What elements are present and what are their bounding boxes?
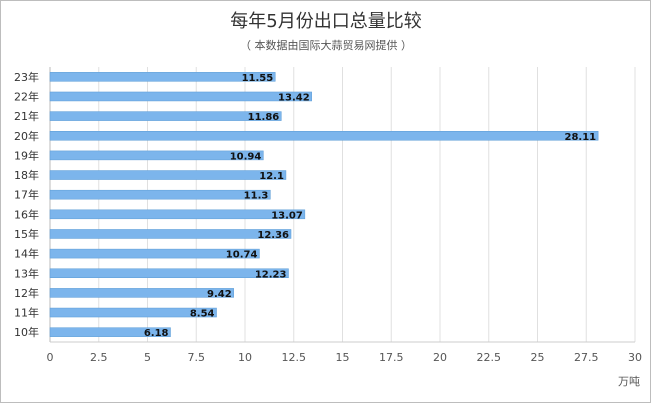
category-label: 17年	[14, 188, 39, 202]
x-tick-label: 17.5	[379, 351, 404, 364]
chart-title: 每年5月份出口总量比较	[230, 11, 421, 32]
x-tick-label: 10	[238, 351, 252, 364]
category-label: 20年	[14, 129, 39, 143]
x-tick-label: 30	[628, 351, 642, 364]
x-tick-label: 27.5	[574, 351, 599, 364]
bar	[49, 189, 271, 200]
data-label: 10.74	[226, 250, 258, 261]
data-label: 11.86	[248, 112, 280, 123]
x-tick-label: 0	[47, 351, 54, 364]
bar	[49, 91, 312, 102]
bars	[49, 72, 599, 337]
data-label: 13.07	[271, 210, 303, 221]
x-tick-labels: 0 2.5 5 7.5 10 12.5 15 17.5 20 22.5 25 27.5 30	[47, 351, 643, 364]
data-labels: 11.55 13.42 11.86 28.11 10.94 12.1 11.313.07 12…	[144, 73, 596, 339]
data-label: 11.55	[242, 73, 274, 84]
bar	[49, 131, 599, 141]
data-label: 6.18	[144, 328, 169, 339]
category-label: 11年	[14, 306, 39, 320]
category-label: 23年	[14, 70, 39, 84]
data-label: 9.42	[207, 289, 232, 300]
x-tick-label: 7.5	[188, 351, 206, 364]
data-label: 8.54	[190, 309, 215, 320]
category-label: 18年	[14, 168, 39, 182]
category-label: 15年	[14, 227, 39, 241]
x-tick-label: 5	[144, 351, 151, 364]
bar	[49, 288, 234, 298]
data-label: 12.36	[257, 230, 289, 241]
x-tick-label: 25	[531, 351, 545, 364]
x-tick-label: 2.5	[90, 351, 108, 364]
bar	[49, 229, 292, 239]
bar	[49, 248, 260, 259]
data-label: 12.23	[255, 269, 287, 280]
bar	[49, 150, 264, 161]
x-tick-label: 20	[433, 351, 447, 364]
category-label: 12年	[14, 286, 39, 300]
bar	[49, 209, 306, 220]
category-label: 21年	[14, 109, 39, 123]
category-label: 10年	[14, 325, 39, 339]
data-label: 12.1	[259, 171, 284, 182]
bar	[49, 307, 217, 318]
category-label: 13年	[14, 266, 39, 280]
category-label: 19年	[14, 148, 39, 162]
category-label: 14年	[14, 247, 39, 261]
grid-lines	[49, 67, 636, 343]
bar	[49, 268, 289, 278]
category-labels: 23年 22年 21年 20年 19年 18年 17年 16年 15年 14年 13年 12年 11年 1…	[14, 70, 39, 339]
data-label: 13.42	[278, 92, 310, 103]
x-tick-label: 15	[336, 351, 350, 364]
x-tick-label: 22.5	[477, 351, 502, 364]
data-label: 10.94	[230, 151, 262, 162]
bar	[49, 72, 276, 82]
bar	[49, 111, 282, 121]
data-label: 11.3	[244, 191, 269, 202]
unit-label: 万吨	[618, 375, 640, 388]
chart-subtitle: （ 本数据由国际大蒜贸易网提供 ）	[240, 38, 412, 52]
category-label: 22年	[14, 89, 39, 103]
category-label: 16年	[14, 207, 39, 221]
bar	[49, 170, 287, 180]
data-label: 28.11	[565, 132, 597, 143]
bar	[49, 327, 171, 337]
x-tick-label: 12.5	[282, 351, 307, 364]
